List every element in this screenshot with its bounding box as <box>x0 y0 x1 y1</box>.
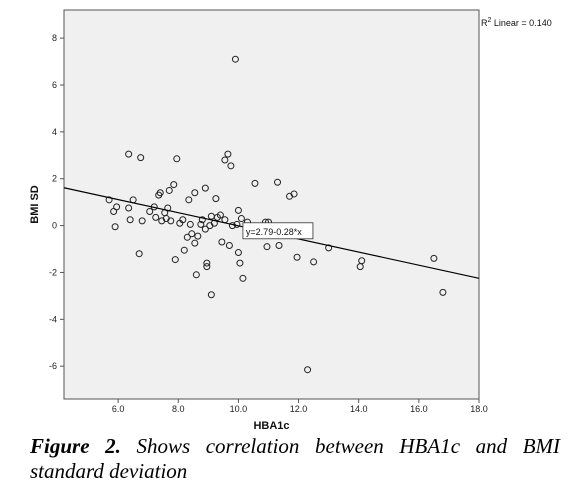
y-tick-label: -2 <box>49 267 57 277</box>
data-point <box>186 220 194 228</box>
data-point <box>138 217 146 225</box>
data-point <box>179 216 187 224</box>
x-tick-label: 16.0 <box>410 404 428 414</box>
y-tick-label: 0 <box>52 221 57 231</box>
data-point <box>111 223 119 231</box>
data-point <box>171 256 179 264</box>
x-tick-label: 8.0 <box>172 404 185 414</box>
x-axis: 6.0 8.0 10.0 12.0 14.0 16.0 18.0 <box>112 399 488 414</box>
figure-caption: Figure 2. Shows correlation between HBA1… <box>30 434 560 484</box>
data-point <box>218 238 226 246</box>
data-point <box>192 271 200 279</box>
data-point <box>125 150 133 158</box>
data-point <box>135 250 143 258</box>
data-point <box>183 233 191 241</box>
data-point <box>113 203 121 211</box>
data-point <box>274 178 282 186</box>
equation-box <box>242 222 314 240</box>
data-point <box>105 196 113 204</box>
data-point <box>185 196 193 204</box>
plot-area <box>63 9 480 400</box>
data-point <box>126 216 134 224</box>
x-tick-label: 14.0 <box>350 404 368 414</box>
data-point <box>201 184 209 192</box>
data-point <box>275 242 283 250</box>
data-point <box>234 206 242 214</box>
data-point <box>239 274 247 282</box>
data-point <box>310 258 318 266</box>
data-point <box>207 291 215 299</box>
caption-label: Figure 2. <box>30 434 121 458</box>
y-tick-label: 2 <box>52 174 57 184</box>
equation-label: y=2.79-0.28*x <box>242 222 314 240</box>
r-squared-label: R2 Linear = 0.140 <box>481 17 552 28</box>
y-tick-label: -6 <box>49 361 57 371</box>
y-axis: 8 6 4 2 0 -2 -4 -6 <box>49 33 64 371</box>
data-point <box>216 211 224 219</box>
data-point <box>251 179 259 187</box>
data-point <box>137 154 145 162</box>
data-point <box>358 257 366 265</box>
data-point <box>212 195 220 203</box>
x-tick-label: 6.0 <box>112 404 125 414</box>
data-point <box>236 259 244 267</box>
data-point <box>191 239 199 247</box>
x-tick-label: 12.0 <box>290 404 308 414</box>
y-tick-label: 4 <box>52 127 57 137</box>
x-tick-label: 18.0 <box>470 404 488 414</box>
data-point <box>198 216 206 224</box>
data-point <box>203 259 211 267</box>
data-point <box>194 232 202 240</box>
data-point <box>197 220 205 228</box>
data-point <box>237 215 245 223</box>
data-point <box>263 243 271 251</box>
data-point <box>439 288 447 296</box>
data-point <box>224 150 232 158</box>
data-point <box>234 249 242 257</box>
equation-text: y=2.79-0.28*x <box>246 227 302 237</box>
data-point <box>188 230 196 238</box>
data-point <box>430 254 438 262</box>
data-point <box>180 246 188 254</box>
data-point <box>152 213 160 221</box>
data-point <box>203 263 211 271</box>
data-point <box>293 253 301 261</box>
data-point <box>231 55 239 63</box>
data-point <box>225 242 233 250</box>
scatter-chart: 6.0 8.0 10.0 12.0 14.0 16.0 18.0 8 6 4 2 0 -2 -4 -6 H… <box>29 9 552 430</box>
data-point <box>173 155 181 163</box>
data-points <box>105 55 447 374</box>
y-axis-title: BMI SD <box>29 185 41 224</box>
x-axis-title: HBA1c <box>253 420 289 430</box>
data-point <box>304 366 312 374</box>
data-point <box>146 208 154 216</box>
y-tick-label: -4 <box>49 314 57 324</box>
data-point <box>227 162 235 170</box>
data-point <box>167 217 175 225</box>
x-tick-label: 10.0 <box>230 404 248 414</box>
caption-text: Shows correlation between HBA1c and BMI … <box>30 434 561 483</box>
data-point <box>201 225 209 233</box>
data-point <box>221 156 229 164</box>
data-point <box>290 190 298 198</box>
data-point <box>125 204 133 212</box>
data-point <box>191 189 199 197</box>
y-tick-label: 8 <box>52 33 57 43</box>
y-tick-label: 6 <box>52 80 57 90</box>
data-point <box>165 186 173 194</box>
data-point <box>170 181 178 189</box>
data-point <box>156 189 164 197</box>
data-point <box>325 244 333 252</box>
